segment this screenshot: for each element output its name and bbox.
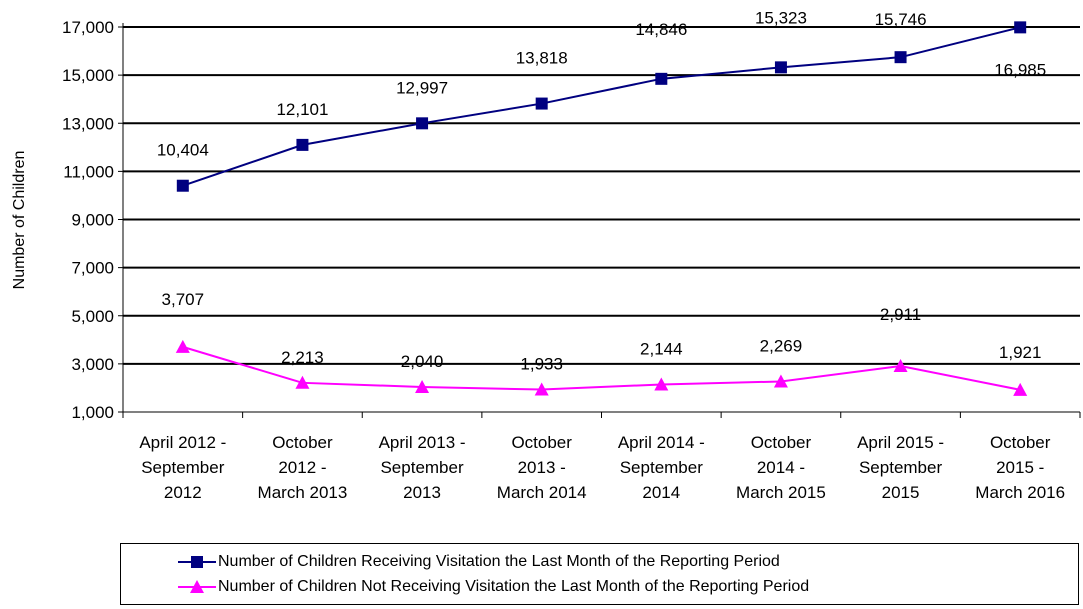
- data-point-triangle: [415, 379, 430, 393]
- line-chart: 1,000 3,000 5,000 7,000 9,000 11,000 13,000 15,…: [11, 8, 1081, 502]
- data-point-triangle: [534, 382, 549, 396]
- axes: [118, 23, 1081, 418]
- data-label: 1,921: [999, 343, 1042, 362]
- data-label: 14,846: [635, 20, 687, 39]
- x-tick-label: October 2012 -March 2013: [258, 433, 348, 502]
- x-tick-label: April 2015 -September 2015: [857, 433, 944, 502]
- x-tick-label: October 2014 -March 2015: [736, 433, 826, 502]
- data-label: 1,933: [520, 355, 563, 374]
- data-point-square: [416, 117, 429, 130]
- legend-label-not-receiving: Number of Children Not Receiving Visitat…: [218, 578, 810, 595]
- data-label: 2,269: [760, 336, 803, 355]
- data-point-square: [296, 138, 309, 151]
- data-point-square: [535, 97, 548, 110]
- data-label: 2,911: [880, 305, 921, 324]
- data-point-square: [894, 51, 907, 64]
- data-label: 2,144: [640, 339, 683, 358]
- x-tick-label: April 2014 -September 2014: [618, 433, 705, 502]
- data-label: 13,818: [516, 49, 568, 68]
- y-tick-label: 7,000: [71, 259, 114, 278]
- legend-triangle-marker-icon: [178, 580, 216, 593]
- data-point-square: [655, 72, 668, 85]
- y-tick-label: 17,000: [62, 18, 114, 37]
- x-tick-label: April 2012 -September 2012: [139, 433, 226, 502]
- data-point-triangle: [295, 375, 310, 389]
- chart-legend: Number of Children Receiving Visitation …: [120, 543, 1079, 605]
- series-lines: [182, 26, 1021, 391]
- data-label: 15,323: [755, 8, 807, 27]
- gridlines: [123, 26, 1080, 365]
- y-tick-label: 1,000: [71, 403, 114, 422]
- data-label: 3,707: [162, 290, 205, 309]
- data-point-square: [774, 61, 787, 74]
- y-tick-label: 5,000: [71, 307, 114, 326]
- data-point-triangle: [893, 359, 908, 373]
- y-tick-label: 15,000: [62, 66, 114, 85]
- series-line-1: [182, 345, 1021, 391]
- x-tick-label: October 2015 -March 2016: [975, 433, 1065, 502]
- x-tick-labels: April 2012 -September 2012 October 2012 -Ma…: [139, 433, 1065, 502]
- data-labels: 10,404 12,101 12,997 13,818 14,846 15,323 15,7…: [157, 8, 1046, 373]
- x-tick-label: October 2013 -March 2014: [497, 433, 587, 502]
- data-point-square: [1014, 21, 1027, 34]
- data-point-triangle: [1013, 382, 1028, 396]
- data-point-triangle: [654, 377, 669, 391]
- data-point-triangle: [773, 374, 788, 388]
- data-label: 2,040: [401, 352, 444, 371]
- data-label: 2,213: [281, 348, 324, 367]
- y-tick-label: 11,000: [63, 162, 114, 181]
- legend-item-not-receiving: Number of Children Not Receiving Visitat…: [178, 575, 809, 599]
- legend-item-receiving: Number of Children Receiving Visitation …: [178, 550, 780, 574]
- data-point-triangle: [175, 339, 190, 353]
- legend-square-marker-icon: [178, 556, 216, 568]
- y-tick-label: 13,000: [62, 114, 114, 133]
- data-label: 10,404: [157, 141, 209, 160]
- legend-label-receiving: Number of Children Receiving Visitation …: [218, 553, 780, 570]
- series-markers: [175, 21, 1028, 396]
- series-line-0: [182, 26, 1021, 187]
- data-label: 12,997: [396, 78, 448, 97]
- data-label: 12,101: [276, 100, 328, 119]
- data-label: 16,985: [994, 60, 1046, 79]
- data-label: 15,746: [875, 10, 927, 29]
- data-point-square: [176, 179, 189, 192]
- x-tick-label: April 2013 -September 2013: [379, 433, 466, 502]
- y-axis-title: Number of Children: [11, 151, 28, 290]
- y-tick-label: 9,000: [71, 211, 114, 230]
- y-tick-labels: 1,000 3,000 5,000 7,000 9,000 11,000 13,000 15,…: [62, 18, 114, 422]
- y-tick-label: 3,000: [71, 355, 114, 374]
